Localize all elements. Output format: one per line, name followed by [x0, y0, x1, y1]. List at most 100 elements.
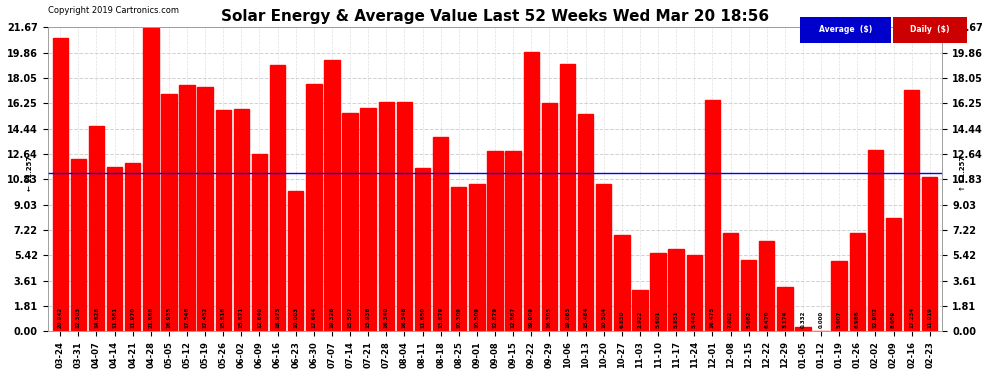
- Bar: [378, 102, 394, 331]
- Bar: [288, 191, 303, 331]
- Bar: [270, 65, 285, 331]
- Text: ← 11.257: ← 11.257: [27, 156, 33, 191]
- Bar: [687, 255, 702, 331]
- Bar: [705, 100, 720, 331]
- Text: 2.922: 2.922: [638, 311, 643, 328]
- Text: 19.326: 19.326: [330, 307, 335, 328]
- Text: 15.597: 15.597: [347, 307, 352, 328]
- Text: 15.484: 15.484: [583, 307, 588, 328]
- Bar: [795, 327, 811, 331]
- Bar: [922, 177, 938, 331]
- Text: 12.867: 12.867: [511, 307, 516, 328]
- Text: 13.879: 13.879: [439, 307, 444, 328]
- Text: 5.443: 5.443: [692, 311, 697, 328]
- Bar: [52, 38, 68, 331]
- Bar: [451, 187, 466, 331]
- Bar: [633, 290, 647, 331]
- Text: Daily  ($): Daily ($): [911, 26, 949, 34]
- Bar: [89, 126, 104, 331]
- Bar: [904, 90, 920, 331]
- Text: 12.879: 12.879: [492, 307, 498, 328]
- Bar: [70, 159, 86, 331]
- Text: 16.305: 16.305: [546, 307, 551, 328]
- Text: 5.082: 5.082: [746, 311, 751, 328]
- Bar: [397, 102, 412, 331]
- Text: 0.332: 0.332: [801, 311, 806, 328]
- Bar: [886, 218, 901, 331]
- Text: 12.640: 12.640: [257, 307, 262, 328]
- Bar: [668, 249, 684, 331]
- Text: 11.681: 11.681: [112, 307, 117, 328]
- Bar: [234, 109, 249, 331]
- Text: 10.504: 10.504: [601, 307, 606, 328]
- Bar: [759, 240, 774, 331]
- Bar: [161, 94, 176, 331]
- Text: 16.348: 16.348: [402, 307, 407, 328]
- Bar: [179, 85, 195, 331]
- Text: 21.666: 21.666: [148, 307, 153, 328]
- Text: 19.909: 19.909: [529, 307, 534, 328]
- Text: 17.452: 17.452: [203, 307, 208, 328]
- Bar: [849, 233, 865, 331]
- Text: Copyright 2019 Cartronics.com: Copyright 2019 Cartronics.com: [48, 6, 178, 15]
- Text: 17.234: 17.234: [909, 307, 914, 328]
- Text: 16.340: 16.340: [384, 307, 389, 328]
- Bar: [741, 260, 756, 331]
- Text: 15.938: 15.938: [365, 307, 370, 328]
- Text: 10.509: 10.509: [474, 307, 479, 328]
- Text: 5.601: 5.601: [655, 311, 660, 328]
- Text: 7.002: 7.002: [728, 311, 733, 328]
- Bar: [144, 27, 158, 331]
- Text: 3.174: 3.174: [782, 311, 787, 328]
- Text: 17.644: 17.644: [311, 307, 317, 328]
- Bar: [723, 233, 739, 331]
- Text: 8.059: 8.059: [891, 311, 896, 328]
- Bar: [415, 168, 431, 331]
- Text: 20.942: 20.942: [57, 307, 62, 328]
- Bar: [325, 60, 340, 331]
- Bar: [596, 184, 612, 331]
- Bar: [343, 112, 357, 331]
- Bar: [542, 103, 557, 331]
- Bar: [777, 287, 793, 331]
- Text: 17.548: 17.548: [184, 307, 189, 328]
- Bar: [578, 114, 593, 331]
- Bar: [469, 184, 484, 331]
- Bar: [559, 64, 575, 331]
- Bar: [524, 52, 539, 331]
- Text: 15.871: 15.871: [239, 307, 244, 328]
- Text: 11.650: 11.650: [420, 307, 425, 328]
- Text: 16.935: 16.935: [166, 307, 171, 328]
- Text: 10.309: 10.309: [456, 307, 461, 328]
- Text: 18.975: 18.975: [275, 307, 280, 328]
- Bar: [487, 151, 503, 331]
- Text: 5.007: 5.007: [837, 311, 842, 328]
- Bar: [506, 151, 521, 331]
- Text: 11.970: 11.970: [131, 307, 136, 328]
- Bar: [306, 84, 322, 331]
- Bar: [650, 253, 665, 331]
- Text: 14.628: 14.628: [94, 307, 99, 328]
- Text: 6.470: 6.470: [764, 311, 769, 328]
- Bar: [832, 261, 846, 331]
- Text: 6.986: 6.986: [854, 311, 859, 328]
- Text: 12.303: 12.303: [76, 307, 81, 328]
- Text: Average  ($): Average ($): [819, 26, 872, 34]
- Text: 16.475: 16.475: [710, 307, 715, 328]
- Text: 0.000: 0.000: [819, 311, 824, 328]
- Bar: [614, 236, 630, 331]
- Text: 11.019: 11.019: [928, 308, 933, 328]
- Title: Solar Energy & Average Value Last 52 Weeks Wed Mar 20 18:56: Solar Energy & Average Value Last 52 Wee…: [221, 9, 769, 24]
- Bar: [107, 168, 123, 331]
- Text: ↑ 11.257: ↑ 11.257: [960, 156, 966, 191]
- Text: 15.816: 15.816: [221, 307, 226, 328]
- Text: 10.003: 10.003: [293, 308, 298, 328]
- Text: 19.085: 19.085: [565, 307, 570, 328]
- Bar: [360, 108, 376, 331]
- Bar: [216, 110, 231, 331]
- Bar: [197, 87, 213, 331]
- Bar: [867, 150, 883, 331]
- Bar: [125, 164, 141, 331]
- Text: 5.851: 5.851: [673, 311, 679, 328]
- Text: 12.902: 12.902: [873, 308, 878, 328]
